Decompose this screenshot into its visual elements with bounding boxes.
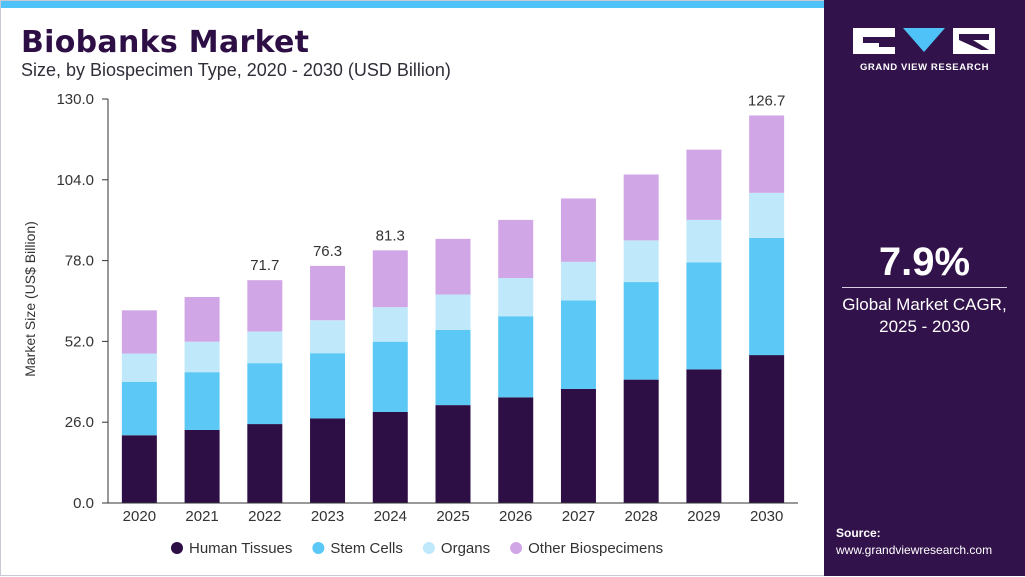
- bar-segment-stem-cells-2028: [623, 282, 659, 380]
- bar-segment-other-biospecimens-2028: [623, 174, 659, 241]
- bar-segment-stem-cells-2021: [184, 372, 220, 430]
- source-link[interactable]: www.grandviewresearch.com: [836, 543, 993, 557]
- bar-segment-other-biospecimens-2020: [121, 310, 157, 354]
- bar-segment-stem-cells-2024: [372, 341, 408, 412]
- bar-segment-organs-2025: [435, 294, 471, 330]
- legend-label-organs: Organs: [441, 540, 490, 557]
- y-axis-title-group: Market Size (US$ Billion): [22, 221, 38, 377]
- grand-view-research-logo: [853, 28, 995, 54]
- bar-segment-other-biospecimens-2021: [184, 296, 220, 342]
- cagr-value: 7.9%: [878, 240, 971, 284]
- bar-segment-human-tissues-2022: [247, 424, 283, 503]
- bar-segment-organs-2020: [121, 353, 157, 382]
- chart-title: Biobanks Market: [21, 25, 310, 60]
- y-axis-ticks: 0.0 26.0 52.0 78.0 104.0 130.0: [56, 91, 108, 512]
- bar-segment-other-biospecimens-2023: [310, 265, 346, 321]
- bars-group: [121, 115, 785, 503]
- bar-segment-human-tissues-2027: [560, 388, 596, 503]
- legend-swatch-human-tissues: [171, 542, 183, 554]
- bar-segment-other-biospecimens-2026: [498, 219, 534, 279]
- source-label: Source:: [836, 526, 881, 540]
- bar-segment-other-biospecimens-2022: [247, 280, 283, 332]
- bar-segment-human-tissues-2026: [498, 397, 534, 503]
- bar-segment-organs-2026: [498, 278, 534, 317]
- x-tick-label: 2024: [374, 508, 407, 525]
- bar-segment-other-biospecimens-2024: [372, 250, 408, 308]
- y-tick-label: 0.0: [73, 495, 94, 512]
- legend-swatch-stem-cells: [312, 542, 325, 554]
- x-axis-labels: 2020 2021 2022 2023 2024 2025 2026 2027 2028 2029…: [123, 508, 784, 525]
- side-panel: GRAND VIEW RESEARCH 7.9% Global Market C…: [824, 0, 1025, 576]
- data-label-2022: 71.7: [250, 257, 279, 274]
- y-tick-label: 78.0: [65, 253, 94, 270]
- bar-segment-human-tissues-2025: [435, 405, 471, 503]
- data-label-2030: 126.7: [748, 92, 786, 109]
- x-tick-label: 2027: [562, 508, 595, 525]
- legend-swatch-other-biospecimens: [510, 542, 523, 554]
- bar-segment-human-tissues-2020: [121, 435, 157, 503]
- x-tick-label: 2022: [248, 508, 281, 525]
- data-label-2024: 81.3: [376, 227, 405, 244]
- x-tick-label: 2028: [624, 508, 657, 525]
- y-tick-label: 52.0: [65, 333, 94, 350]
- x-tick-label: 2029: [687, 508, 720, 525]
- bar-segment-stem-cells-2029: [686, 262, 722, 370]
- y-axis-title: Market Size (US$ Billion): [22, 221, 38, 377]
- bar-segment-human-tissues-2030: [749, 355, 785, 503]
- x-tick-label: 2025: [436, 508, 469, 525]
- chart-subtitle: Size, by Biospecimen Type, 2020 - 2030 (…: [21, 60, 451, 80]
- bar-segment-other-biospecimens-2029: [686, 149, 722, 220]
- bar-segment-organs-2030: [749, 192, 785, 238]
- x-tick-label: 2030: [750, 508, 783, 525]
- bar-segment-other-biospecimens-2030: [749, 115, 785, 193]
- legend: Human Tissues Stem Cells Organs Other Biosp…: [171, 540, 663, 557]
- bar-segment-other-biospecimens-2025: [435, 238, 471, 295]
- bar-segment-organs-2023: [310, 320, 346, 354]
- bar-segment-organs-2022: [247, 331, 283, 364]
- cagr-label-line2: 2025 - 2030: [879, 317, 970, 336]
- bar-segment-stem-cells-2030: [749, 237, 785, 356]
- x-tick-label: 2021: [185, 508, 218, 525]
- cagr-divider: [842, 287, 1007, 288]
- cagr-label: Global Market CAGR, 2025 - 2030: [824, 294, 1025, 338]
- bar-segment-human-tissues-2023: [310, 418, 346, 503]
- bar-segment-stem-cells-2025: [435, 329, 471, 406]
- bar-segment-stem-cells-2020: [121, 381, 157, 436]
- stacked-bar-chart: Market Size (US$ Billion) 0.0 26.0 52.0 78.…: [22, 91, 798, 557]
- legend-label-other-biospecimens: Other Biospecimens: [528, 540, 663, 557]
- bar-segment-human-tissues-2024: [372, 411, 408, 503]
- top-accent-bar: [1, 1, 825, 8]
- x-tick-label: 2020: [123, 508, 156, 525]
- logo-text: GRAND VIEW RESEARCH: [859, 62, 990, 73]
- bar-segment-organs-2029: [686, 219, 722, 263]
- y-tick-label: 130.0: [56, 91, 94, 108]
- legend-swatch-organs: [422, 542, 435, 554]
- bar-segment-organs-2021: [184, 341, 220, 373]
- y-tick-label: 26.0: [65, 414, 94, 431]
- legend-label-human-tissues: Human Tissues: [189, 540, 292, 557]
- bar-segment-human-tissues-2029: [686, 369, 722, 503]
- bar-segment-other-biospecimens-2027: [560, 198, 596, 262]
- bar-segment-human-tissues-2028: [623, 379, 659, 503]
- bar-segment-stem-cells-2022: [247, 363, 283, 425]
- legend-label-stem-cells: Stem Cells: [330, 540, 403, 557]
- data-label-2023: 76.3: [313, 243, 342, 260]
- bar-segment-organs-2028: [623, 240, 659, 283]
- bar-segment-organs-2024: [372, 307, 408, 342]
- y-tick-label: 104.0: [56, 172, 94, 189]
- x-tick-label: 2023: [311, 508, 344, 525]
- data-labels-group: 71.7 76.3 81.3 126.7: [250, 92, 785, 274]
- bar-segment-organs-2027: [560, 261, 596, 301]
- bar-segment-human-tissues-2021: [184, 429, 220, 503]
- x-tick-label: 2026: [499, 508, 532, 525]
- cagr-label-line1: Global Market CAGR,: [842, 295, 1007, 314]
- bar-segment-stem-cells-2026: [498, 316, 534, 398]
- bar-segment-stem-cells-2027: [560, 300, 596, 389]
- bar-segment-stem-cells-2023: [310, 353, 346, 419]
